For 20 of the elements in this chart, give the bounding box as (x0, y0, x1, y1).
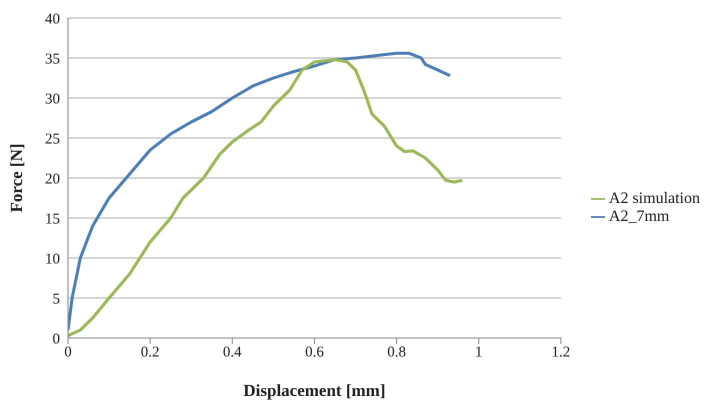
x-tick-label: 0.4 (222, 344, 242, 361)
y-tick-label: 35 (45, 51, 60, 68)
legend-label: A2_7mm (608, 208, 670, 225)
x-tick-label: 1.2 (552, 344, 570, 361)
x-tick-label: 1 (474, 344, 482, 361)
y-tick-label: 25 (45, 131, 60, 148)
y-tick-label: 30 (45, 91, 60, 108)
y-tick-label: 15 (45, 211, 60, 228)
y-tick-label: 10 (45, 251, 60, 268)
x-tick-label: 0.2 (140, 344, 160, 361)
y-tick-label: 0 (52, 331, 60, 348)
y-tick-label: 5 (52, 291, 60, 308)
x-tick-label: 0.6 (305, 344, 324, 361)
y-axis-title: Force [N] (7, 143, 26, 213)
legend-label: A2 simulation (608, 190, 700, 207)
y-tick-label: 40 (45, 11, 60, 28)
x-tick-label: 0.8 (387, 344, 406, 361)
y-tick-label: 20 (45, 171, 60, 188)
x-tick-label: 0 (64, 344, 72, 361)
x-axis-title: Displacement [mm] (243, 381, 386, 400)
